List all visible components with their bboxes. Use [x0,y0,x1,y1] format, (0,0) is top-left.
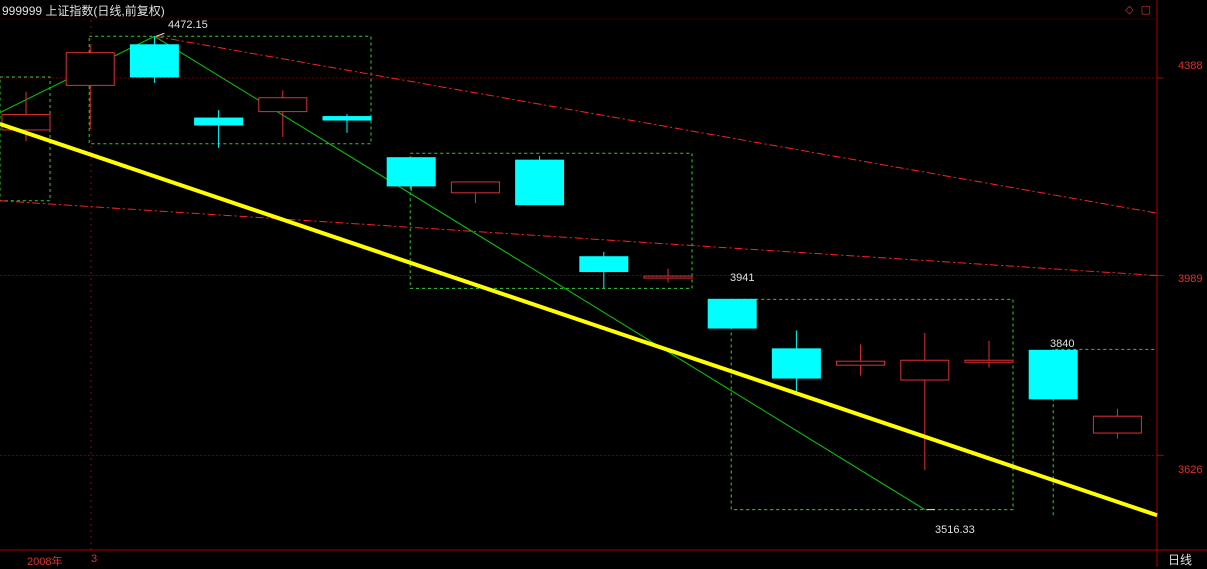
date-label-year: 2008年 [27,556,63,568]
candle-body [129,44,179,78]
analysis-box [88,35,372,145]
swing-trend-line [0,35,926,511]
candle [771,330,821,394]
candle-body [1092,415,1142,434]
candle-body [450,181,500,194]
analysis-box [0,76,51,202]
channel-line-upper [154,35,1158,214]
candle-body [771,348,821,379]
annotation-3941: 3941 [730,272,755,284]
price-tick-3626: 3626 [1178,464,1203,476]
candle [707,298,757,329]
price-tick-3989: 3989 [1178,273,1203,285]
candle [515,156,565,206]
period-label[interactable]: 日线 [1168,553,1193,567]
analysis-box [1052,348,1157,516]
candle-body [515,159,565,206]
candle [129,36,179,83]
candle-body [322,116,372,121]
candle-body [1028,349,1078,400]
analysis-box [409,152,693,289]
candle-body [386,157,436,187]
candle [1092,408,1142,439]
date-label-month: 3 [91,553,98,565]
candle-body [1,114,51,131]
price-tick-4388: 4388 [1178,60,1203,72]
candle [386,157,436,191]
candle-body [258,97,308,113]
candle [964,340,1014,368]
candle-body [643,275,693,279]
candle [579,251,629,289]
candle [194,110,244,148]
candle [258,90,308,137]
channel-line-lower [0,200,1158,277]
window-icons[interactable]: ◇ ▢ [1125,4,1153,16]
candle-body [900,359,950,381]
annotation-3840: 3840 [1050,338,1075,350]
annotation-pointer [156,32,165,37]
candle-body [836,360,886,366]
candle-body [964,359,1014,363]
candle-body [194,117,244,126]
candle [900,332,950,471]
candle [65,44,115,129]
candle-body [65,52,115,86]
candle-body [707,298,757,329]
annotation-high: 4472.15 [168,19,208,31]
candle [450,181,500,204]
candle [322,114,372,133]
candle-body [579,256,629,273]
candle [1028,349,1078,400]
candle [836,344,886,376]
major-trend-line [0,122,1158,518]
annotation-low: 3516.33 [935,524,975,536]
analysis-box [730,298,1014,511]
chart-title: 999999 上证指数(日线,前复权) [2,4,165,18]
candle [643,268,693,283]
